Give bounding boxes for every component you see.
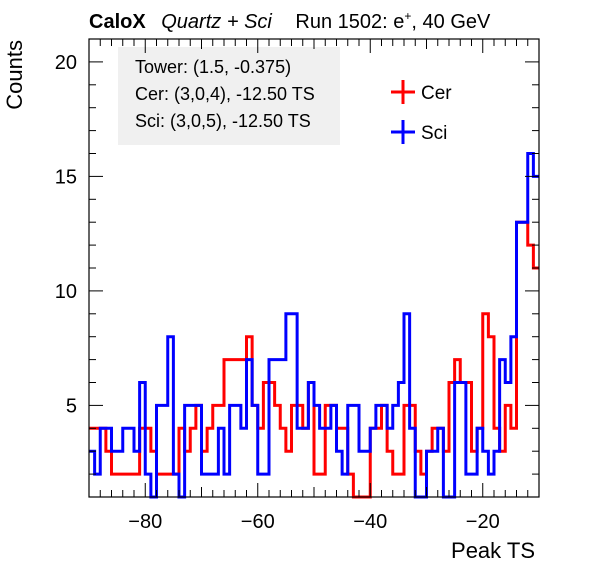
x-tick-label: −40 bbox=[353, 511, 387, 533]
config-name: Quartz + Sci bbox=[161, 11, 272, 33]
chart-title: CaloX Quartz + Sci Run 1502: e+, 40 GeV bbox=[89, 9, 491, 33]
series-layer bbox=[89, 152, 539, 499]
legend: Cer Sci bbox=[391, 80, 452, 144]
tick-layer: −80 −60 −40 −20 5 10 15 20 bbox=[55, 38, 540, 533]
series-sci-line bbox=[89, 152, 539, 499]
x-tick-label: −60 bbox=[241, 511, 275, 533]
experiment-name: CaloX bbox=[89, 11, 146, 33]
series-cer-line bbox=[89, 220, 539, 499]
run-prefix: Run 1502: e bbox=[295, 11, 404, 33]
y-tick-label: 5 bbox=[66, 395, 77, 417]
y-tick-label: 20 bbox=[55, 52, 77, 74]
info-tower: Tower: (1.5, -0.375) bbox=[135, 57, 291, 77]
legend-label-cer: Cer bbox=[421, 83, 452, 104]
info-sci: Sci: (3,0,5), -12.50 TS bbox=[135, 111, 311, 131]
x-tick-label: −80 bbox=[128, 511, 162, 533]
info-cer: Cer: (3,0,4), -12.50 TS bbox=[135, 84, 315, 104]
run-suffix: , 40 GeV bbox=[411, 11, 491, 33]
y-tick-label: 15 bbox=[55, 166, 77, 188]
y-tick-label: 10 bbox=[55, 281, 77, 303]
info-box bbox=[118, 47, 340, 145]
legend-label-sci: Sci bbox=[421, 123, 447, 144]
run-charge: + bbox=[404, 9, 411, 23]
y-axis-title: Counts bbox=[2, 40, 27, 110]
x-axis-title: Peak TS bbox=[451, 538, 535, 563]
x-tick-label: −20 bbox=[466, 511, 500, 533]
